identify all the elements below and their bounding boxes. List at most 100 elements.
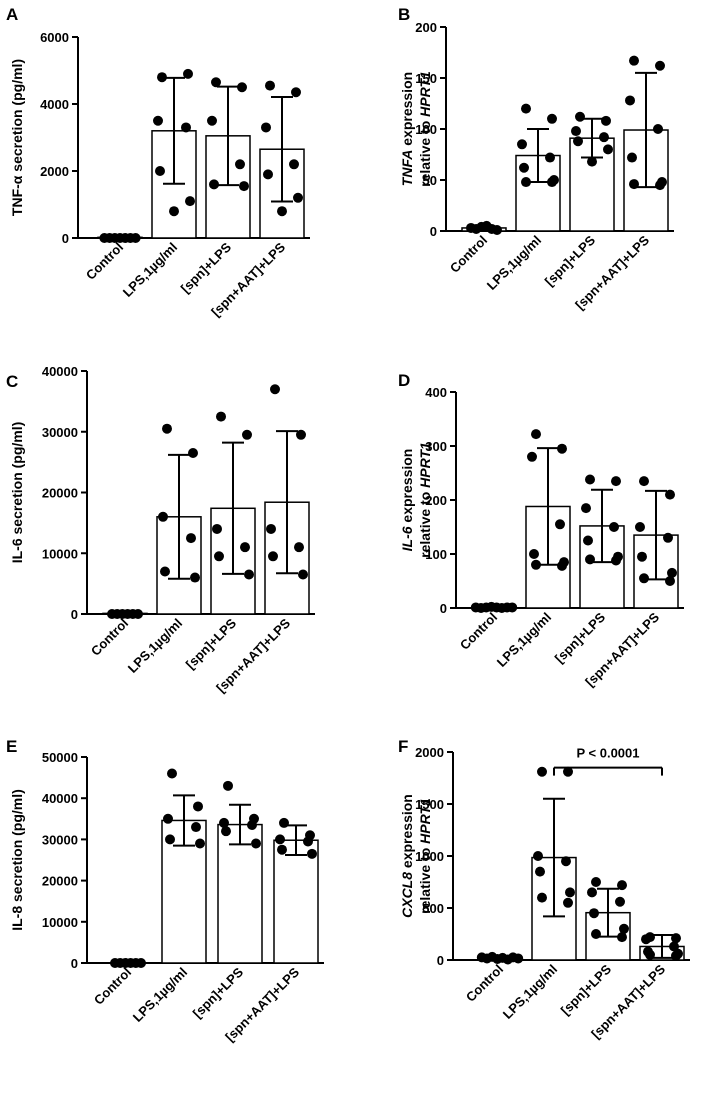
- panel-a: A 0 2000 4000 6000 TNF-α secretion (pg/ml) Con…: [6, 5, 310, 319]
- y-tick-label: 150: [415, 71, 437, 86]
- y-tick-label: 10000: [42, 915, 78, 930]
- data-point: [185, 196, 195, 207]
- data-point: [535, 866, 545, 877]
- panel-letter: C: [6, 372, 18, 391]
- data-point: [545, 152, 555, 163]
- data-point: [573, 136, 583, 147]
- y-tick-label: 2000: [40, 164, 69, 179]
- category-label: Control: [88, 616, 131, 659]
- data-point: [513, 953, 524, 964]
- data-point: [251, 838, 261, 849]
- data-point: [639, 573, 649, 584]
- data-point: [547, 177, 557, 188]
- data-point: [244, 569, 254, 580]
- data-point: [266, 523, 276, 534]
- data-point: [565, 887, 575, 898]
- data-point: [298, 569, 308, 580]
- y-tick-label: 20000: [42, 874, 78, 889]
- panel-c: C 0 10000 20000 30000 40000 IL-6 secretion (pg…: [6, 364, 315, 695]
- data-point: [221, 826, 231, 837]
- y-tick-label: 100: [415, 122, 437, 137]
- data-point: [563, 897, 573, 908]
- y-tick-label: 0: [440, 601, 447, 616]
- y-axis-label-line1-part: expression: [399, 72, 415, 150]
- data-point: [289, 159, 299, 170]
- data-point: [591, 877, 601, 887]
- y-axis-label-line1: IL-6 expression: [399, 449, 415, 552]
- category-label: LPS,1µg/ml: [500, 962, 560, 1022]
- data-point: [507, 602, 518, 613]
- data-point: [555, 519, 565, 530]
- data-point: [563, 766, 573, 777]
- data-point: [665, 489, 675, 500]
- panel-letter: F: [398, 737, 408, 756]
- data-point: [153, 115, 163, 126]
- data-point: [186, 533, 196, 544]
- data-point: [655, 180, 665, 191]
- panel-letter: D: [398, 371, 410, 390]
- data-point: [533, 851, 543, 861]
- data-point: [591, 929, 601, 939]
- data-point: [537, 766, 547, 777]
- category-label: [spn]+LPS: [178, 239, 235, 296]
- y-tick-label: 0: [71, 956, 78, 971]
- category-label: Control: [91, 965, 134, 1008]
- data-point: [223, 780, 233, 791]
- category-label: [spn]+LPS: [558, 961, 615, 1018]
- data-point: [190, 572, 200, 583]
- data-point: [581, 503, 591, 514]
- data-point: [547, 113, 557, 124]
- data-point: [665, 576, 675, 586]
- data-point: [165, 834, 175, 845]
- category-label: Control: [457, 610, 500, 653]
- y-tick-label: 20000: [42, 486, 78, 501]
- y-tick-label: 1500: [415, 797, 444, 812]
- category-label: Control: [83, 240, 126, 283]
- category-label: [spn]+LPS: [190, 964, 247, 1021]
- data-point: [239, 181, 249, 192]
- data-point: [193, 801, 203, 812]
- data-point: [188, 448, 198, 459]
- y-tick-label: 10000: [42, 546, 78, 561]
- category-label: LPS,1µg/ml: [120, 240, 180, 300]
- data-point: [293, 192, 303, 203]
- data-point: [195, 838, 205, 849]
- data-point: [277, 844, 287, 855]
- data-point: [275, 834, 285, 845]
- data-point: [307, 848, 317, 859]
- category-label: [spn]+LPS: [183, 615, 240, 672]
- data-point: [160, 566, 170, 577]
- data-point: [611, 555, 621, 566]
- category-label: Control: [463, 962, 506, 1005]
- category-label: LPS,1µg/ml: [130, 965, 190, 1025]
- data-point: [521, 177, 531, 188]
- data-point: [157, 72, 167, 83]
- data-point: [247, 819, 257, 830]
- y-axis-label-line2: relative to HPRT1: [417, 442, 433, 558]
- data-point: [219, 817, 229, 828]
- data-point: [529, 549, 539, 559]
- panel-letter: A: [6, 5, 18, 24]
- data-point: [599, 132, 609, 143]
- data-point: [671, 933, 681, 944]
- data-point: [641, 934, 651, 945]
- y-axis-label-part: TNF-α secretion (pg/ml): [9, 59, 25, 216]
- y-tick-label: 6000: [40, 30, 69, 45]
- y-axis-label-part: IL-8 secretion (pg/ml): [9, 789, 25, 931]
- data-point: [537, 892, 547, 903]
- panel-letter: B: [398, 5, 410, 24]
- data-point: [167, 768, 177, 779]
- y-tick-label: 30000: [42, 832, 78, 847]
- y-axis-label-line1-part: IL-6: [399, 526, 415, 551]
- data-point: [162, 423, 172, 434]
- y-axis-label-line2-part: HPRT1: [417, 798, 433, 844]
- data-point: [527, 451, 537, 462]
- data-point: [277, 206, 287, 217]
- category-label: [spn]+LPS: [552, 609, 609, 666]
- data-point: [629, 55, 639, 66]
- y-tick-label: 50: [423, 173, 437, 188]
- y-axis-label-line2-part: relative to: [417, 844, 433, 914]
- data-point: [645, 949, 655, 960]
- y-axis-label-part: IL-6 secretion (pg/ml): [9, 422, 25, 564]
- data-point: [589, 908, 599, 919]
